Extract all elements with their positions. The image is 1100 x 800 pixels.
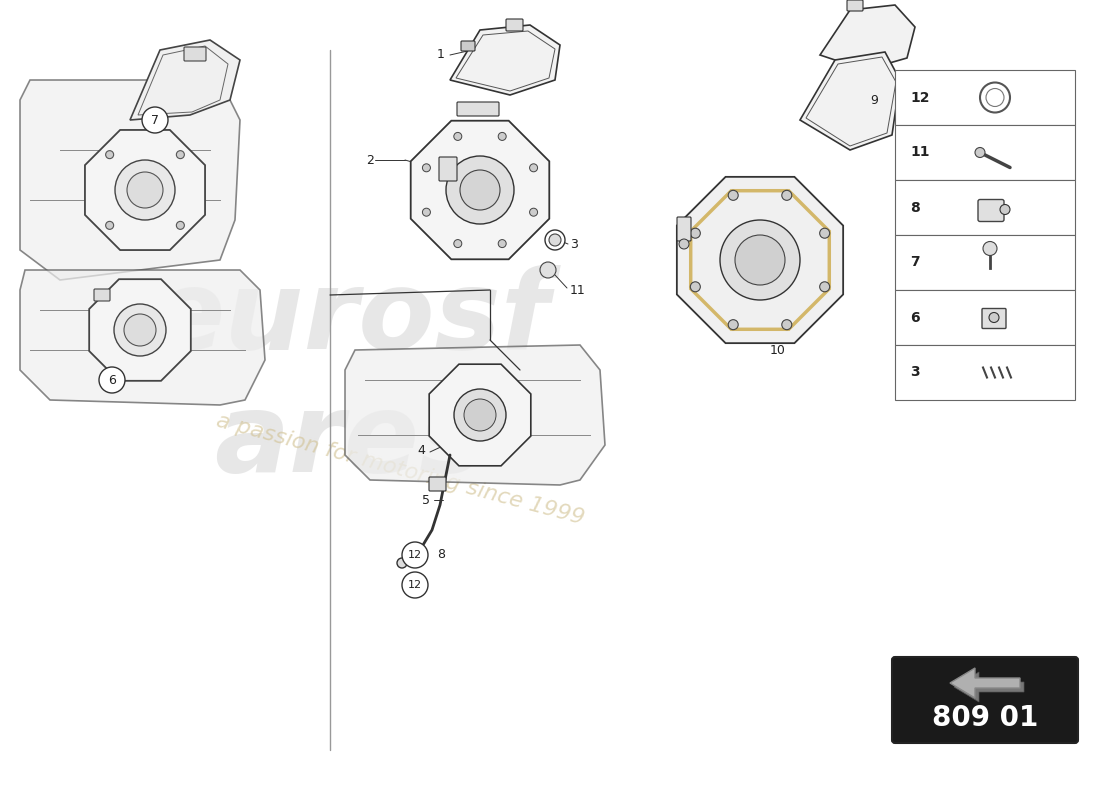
FancyBboxPatch shape: [439, 157, 456, 181]
Circle shape: [124, 314, 156, 346]
FancyBboxPatch shape: [892, 657, 1078, 743]
Circle shape: [464, 399, 496, 431]
FancyBboxPatch shape: [895, 180, 1075, 235]
Circle shape: [116, 160, 175, 220]
Polygon shape: [85, 130, 205, 250]
Text: 3: 3: [910, 366, 920, 379]
Text: 6: 6: [108, 374, 115, 386]
Polygon shape: [676, 177, 843, 343]
FancyBboxPatch shape: [506, 19, 522, 31]
Circle shape: [728, 190, 738, 200]
Text: 10: 10: [770, 343, 785, 357]
FancyBboxPatch shape: [895, 290, 1075, 345]
Circle shape: [544, 230, 565, 250]
Polygon shape: [410, 121, 549, 259]
Polygon shape: [820, 5, 915, 70]
Circle shape: [176, 222, 185, 230]
Circle shape: [397, 558, 407, 568]
Circle shape: [454, 239, 462, 247]
Text: a passion for motoring since 1999: a passion for motoring since 1999: [213, 411, 586, 529]
Circle shape: [498, 239, 506, 247]
FancyBboxPatch shape: [982, 309, 1007, 329]
Text: 6: 6: [910, 310, 920, 325]
Circle shape: [820, 228, 829, 238]
FancyBboxPatch shape: [895, 235, 1075, 290]
FancyBboxPatch shape: [461, 41, 475, 51]
Polygon shape: [950, 668, 1020, 698]
FancyBboxPatch shape: [429, 477, 446, 491]
Text: 9: 9: [870, 94, 878, 106]
Polygon shape: [429, 364, 531, 466]
FancyBboxPatch shape: [847, 0, 864, 11]
Circle shape: [176, 150, 185, 158]
FancyBboxPatch shape: [895, 70, 1075, 125]
FancyBboxPatch shape: [184, 47, 206, 61]
Text: 11: 11: [910, 146, 930, 159]
Circle shape: [691, 282, 701, 292]
FancyBboxPatch shape: [978, 199, 1004, 222]
Polygon shape: [345, 345, 605, 485]
Circle shape: [782, 320, 792, 330]
Circle shape: [820, 282, 829, 292]
Circle shape: [782, 190, 792, 200]
Circle shape: [422, 164, 430, 172]
Text: 7: 7: [151, 114, 160, 126]
Polygon shape: [450, 25, 560, 95]
Text: eurosf
ares: eurosf ares: [150, 265, 550, 495]
Circle shape: [498, 133, 506, 141]
Text: 7: 7: [910, 255, 920, 270]
Circle shape: [728, 320, 738, 330]
Circle shape: [549, 234, 561, 246]
Circle shape: [402, 572, 428, 598]
Circle shape: [99, 367, 125, 393]
Text: 8: 8: [437, 549, 446, 562]
Circle shape: [142, 107, 168, 133]
Circle shape: [989, 313, 999, 322]
Circle shape: [422, 208, 430, 216]
Circle shape: [529, 208, 538, 216]
Polygon shape: [954, 672, 1024, 702]
Text: 12: 12: [408, 550, 422, 560]
Circle shape: [1000, 205, 1010, 214]
FancyBboxPatch shape: [676, 217, 691, 241]
Polygon shape: [20, 270, 265, 405]
Circle shape: [126, 172, 163, 208]
Circle shape: [540, 262, 556, 278]
Text: 8: 8: [910, 201, 920, 214]
Circle shape: [691, 228, 701, 238]
FancyBboxPatch shape: [456, 102, 499, 116]
Circle shape: [106, 222, 113, 230]
FancyBboxPatch shape: [895, 125, 1075, 180]
FancyBboxPatch shape: [895, 345, 1075, 400]
Polygon shape: [800, 52, 900, 150]
Polygon shape: [89, 279, 190, 381]
Text: 11: 11: [570, 283, 585, 297]
Circle shape: [529, 164, 538, 172]
Circle shape: [402, 542, 428, 568]
Circle shape: [454, 133, 462, 141]
Text: 12: 12: [910, 90, 930, 105]
FancyBboxPatch shape: [94, 289, 110, 301]
Circle shape: [679, 239, 689, 249]
Circle shape: [735, 235, 785, 285]
Circle shape: [106, 150, 113, 158]
Circle shape: [983, 242, 997, 255]
Text: 12: 12: [408, 580, 422, 590]
Text: 4: 4: [417, 443, 425, 457]
Circle shape: [720, 220, 800, 300]
Text: 3: 3: [570, 238, 578, 251]
Text: 1: 1: [437, 49, 446, 62]
Text: 5: 5: [422, 494, 430, 506]
Circle shape: [446, 156, 514, 224]
Text: 2: 2: [366, 154, 374, 166]
Circle shape: [454, 389, 506, 441]
Polygon shape: [20, 80, 240, 280]
Text: 809 01: 809 01: [932, 704, 1038, 732]
Polygon shape: [130, 40, 240, 120]
Circle shape: [975, 147, 984, 158]
Circle shape: [460, 170, 500, 210]
Circle shape: [114, 304, 166, 356]
